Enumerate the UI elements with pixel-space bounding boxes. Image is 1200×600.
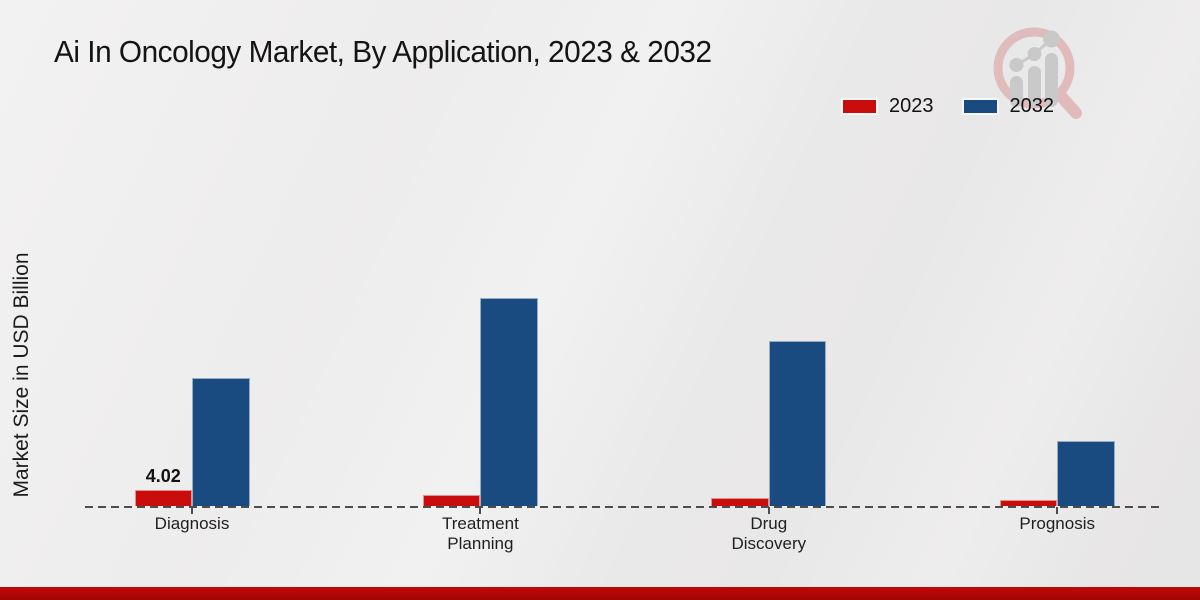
legend-label-2023: 2023 [889, 95, 934, 117]
value-label-2023-diagnosis: 4.02 [145, 465, 181, 486]
bar-2032-prognosis [1057, 440, 1115, 507]
legend-label-2032: 2032 [1009, 95, 1055, 117]
bar-2023-drug-discovery [711, 497, 769, 507]
legend-swatch-2032 [963, 100, 997, 113]
x-axis-tick [767, 506, 770, 514]
legend-item-2032: 2032 [963, 95, 1055, 118]
legend: 2023 2032 [843, 95, 1084, 118]
bar-2023-treatment-planning [422, 495, 481, 507]
x-axis-tick [479, 506, 482, 514]
x-axis-tick [191, 506, 193, 514]
legend-item-2023: 2023 [843, 95, 934, 118]
category-label-drug-discovery: Drug Discovery [731, 513, 807, 553]
chart-title: Ai In Oncology Market, By Application, 2… [54, 34, 712, 69]
bar-2032-diagnosis [192, 378, 250, 507]
category-label-treatment-planning: Treatment Planning [441, 513, 519, 553]
category-label-prognosis: Prognosis [1019, 513, 1095, 533]
legend-swatch-2023 [843, 100, 876, 113]
bar-2023-prognosis [999, 499, 1058, 507]
bar-2032-drug-discovery [768, 340, 827, 507]
x-axis-baseline [85, 505, 1163, 508]
bar-2032-treatment-planning [480, 298, 538, 507]
x-axis-tick [1056, 506, 1059, 514]
magnifier-chart-logo-icon [993, 27, 1082, 119]
bar-2023-diagnosis [134, 489, 192, 507]
footer-accent-band [0, 587, 1200, 600]
category-label-diagnosis: Diagnosis [154, 513, 230, 533]
